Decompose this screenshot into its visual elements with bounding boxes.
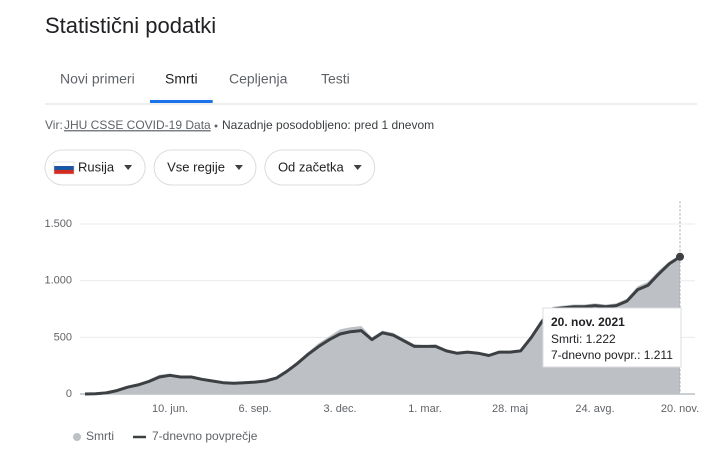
legend-swatch — [73, 433, 81, 441]
tooltip-title: 20. nov. 2021 — [551, 315, 625, 329]
x-tick-label: 6. sep. — [238, 403, 271, 415]
filter-label[interactable]: Vse regije — [167, 159, 225, 174]
y-tick-label: 0 — [66, 388, 72, 400]
x-tick-label: 1. mar. — [408, 403, 442, 415]
flag-stripe — [54, 170, 74, 174]
dropdown-arrow — [124, 165, 133, 170]
flag-border — [53, 161, 75, 175]
x-tick-label: 24. avg. — [575, 403, 614, 415]
legend-label: Smrti — [86, 429, 114, 443]
tab[interactable]: Novi primeri — [60, 71, 135, 87]
x-tick-label: 20. nov. — [661, 403, 699, 415]
source-link[interactable]: JHU CSSE COVID-19 Data — [64, 118, 211, 132]
source-prefix: Vir: — [45, 118, 63, 132]
y-tick-label: 1.000 — [44, 275, 72, 287]
tab[interactable]: Testi — [321, 71, 350, 87]
filter-dropdown[interactable] — [264, 149, 376, 186]
tab[interactable]: Smrti — [165, 71, 198, 87]
updated-text: Nazadnje posodobljeno: pred 1 dnevom — [222, 118, 434, 132]
y-tick-label: 500 — [54, 331, 72, 343]
x-tick-label: 3. dec. — [323, 403, 356, 415]
dropdown-arrow — [234, 165, 243, 170]
tooltip-item: Smrti: 1.222 — [551, 332, 616, 346]
daily-area — [85, 255, 680, 394]
y-tick-label: 1.500 — [44, 218, 72, 230]
legend-label: 7-dnevno povprečje — [152, 429, 258, 443]
tooltip-box — [542, 307, 682, 368]
page-title: Statistični podatki — [45, 13, 216, 38]
filter-label[interactable]: Od začetka — [278, 159, 345, 174]
flag-stripe — [54, 166, 74, 170]
filter-label[interactable]: Rusija — [78, 159, 115, 174]
hover-point — [676, 252, 684, 261]
tab[interactable]: Cepljenja — [229, 71, 288, 87]
x-tick-label: 28. maj — [492, 403, 528, 415]
flag-stripe — [54, 162, 74, 166]
x-tick-label: 10. jun. — [152, 403, 188, 415]
filter-dropdown[interactable] — [153, 149, 257, 186]
tooltip-item: 7-dnevno povpr.: 1.211 — [551, 348, 673, 362]
tab-indicator — [150, 100, 213, 103]
average-line — [84, 255, 681, 396]
filter-dropdown[interactable] — [44, 149, 146, 186]
separator-dot — [214, 124, 218, 128]
dropdown-arrow — [353, 165, 362, 170]
